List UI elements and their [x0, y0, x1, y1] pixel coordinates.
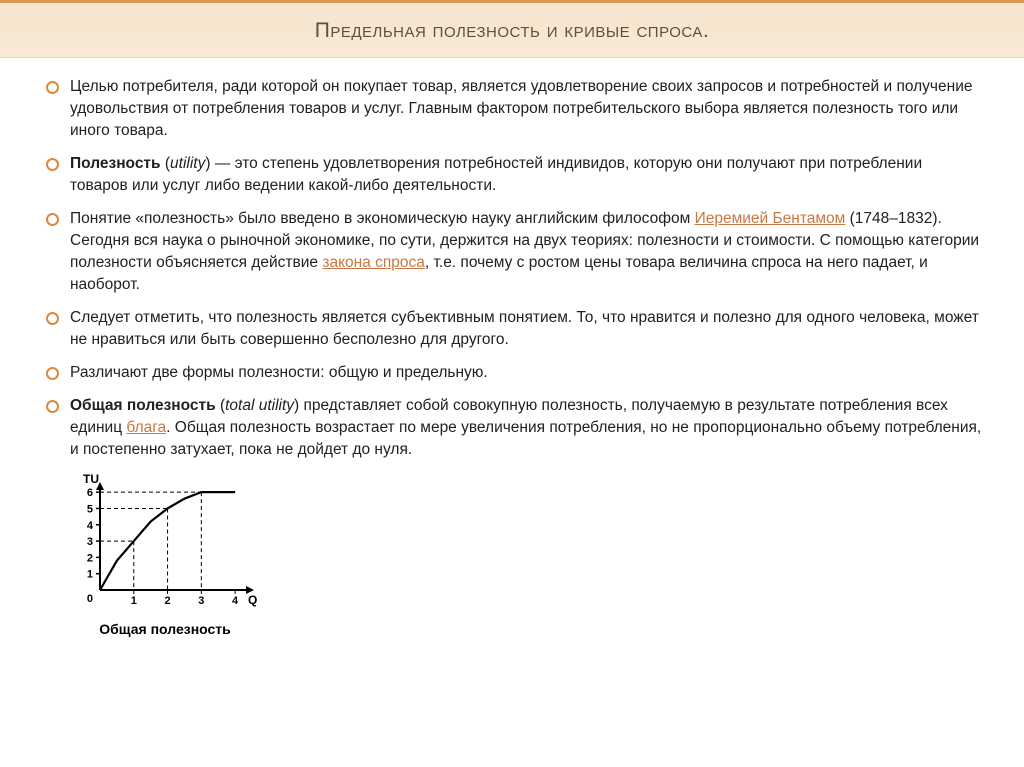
svg-text:4: 4 — [232, 595, 239, 607]
svg-text:2: 2 — [164, 595, 170, 607]
svg-text:3: 3 — [198, 595, 204, 607]
title-bar: Предельная полезность и кривые спроса. — [0, 0, 1024, 58]
text-segment: . Общая полезность возрастает по мере ув… — [70, 419, 981, 458]
svg-text:4: 4 — [87, 520, 94, 532]
chart-caption: Общая полезность — [70, 621, 260, 637]
text-segment: Понятие «полезность» было введено в экон… — [70, 210, 695, 227]
utility-chart: 1 2 3 4 5 6 0 1 2 3 4 TU Q — [70, 472, 260, 612]
utility-chart-wrap: 1 2 3 4 5 6 0 1 2 3 4 TU Q Общая полезность — [70, 472, 982, 637]
bullet-item: Следует отметить, что полезность являетс… — [42, 307, 982, 351]
svg-text:0: 0 — [87, 593, 93, 605]
inline-link[interactable]: блага — [126, 419, 166, 436]
text-segment: total utility — [225, 397, 294, 414]
svg-text:5: 5 — [87, 503, 93, 515]
content-area: Целью потребителя, ради которой он покуп… — [0, 58, 1024, 647]
bullet-item: Различают две формы полезности: общую и … — [42, 362, 982, 384]
svg-text:Q: Q — [248, 593, 257, 607]
text-segment: ( — [216, 397, 225, 414]
inline-link[interactable]: Иеремией Бентамом — [695, 210, 846, 227]
text-segment: Различают две формы полезности: общую и … — [70, 364, 488, 381]
bullet-item: Общая полезность (total utility) предста… — [42, 395, 982, 461]
bullet-item: Понятие «полезность» было введено в экон… — [42, 208, 982, 296]
svg-text:TU: TU — [83, 472, 99, 486]
inline-link[interactable]: закона спроса — [322, 254, 425, 271]
text-segment: Следует отметить, что полезность являетс… — [70, 309, 979, 348]
bullet-item: Целью потребителя, ради которой он покуп… — [42, 76, 982, 142]
svg-text:6: 6 — [87, 487, 93, 499]
svg-text:3: 3 — [87, 536, 93, 548]
svg-text:1: 1 — [87, 569, 93, 581]
slide-title: Предельная полезность и кривые спроса. — [40, 19, 984, 43]
svg-text:2: 2 — [87, 552, 93, 564]
bullet-list: Целью потребителя, ради которой он покуп… — [42, 76, 982, 461]
text-segment: Общая полезность — [70, 397, 216, 414]
text-segment: ( — [161, 155, 170, 172]
svg-text:1: 1 — [131, 595, 137, 607]
text-segment: Полезность — [70, 155, 161, 172]
text-segment: Целью потребителя, ради которой он покуп… — [70, 78, 972, 139]
slide: Предельная полезность и кривые спроса. Ц… — [0, 0, 1024, 767]
bullet-item: Полезность (utility) — это степень удовл… — [42, 153, 982, 197]
text-segment: utility — [170, 155, 205, 172]
